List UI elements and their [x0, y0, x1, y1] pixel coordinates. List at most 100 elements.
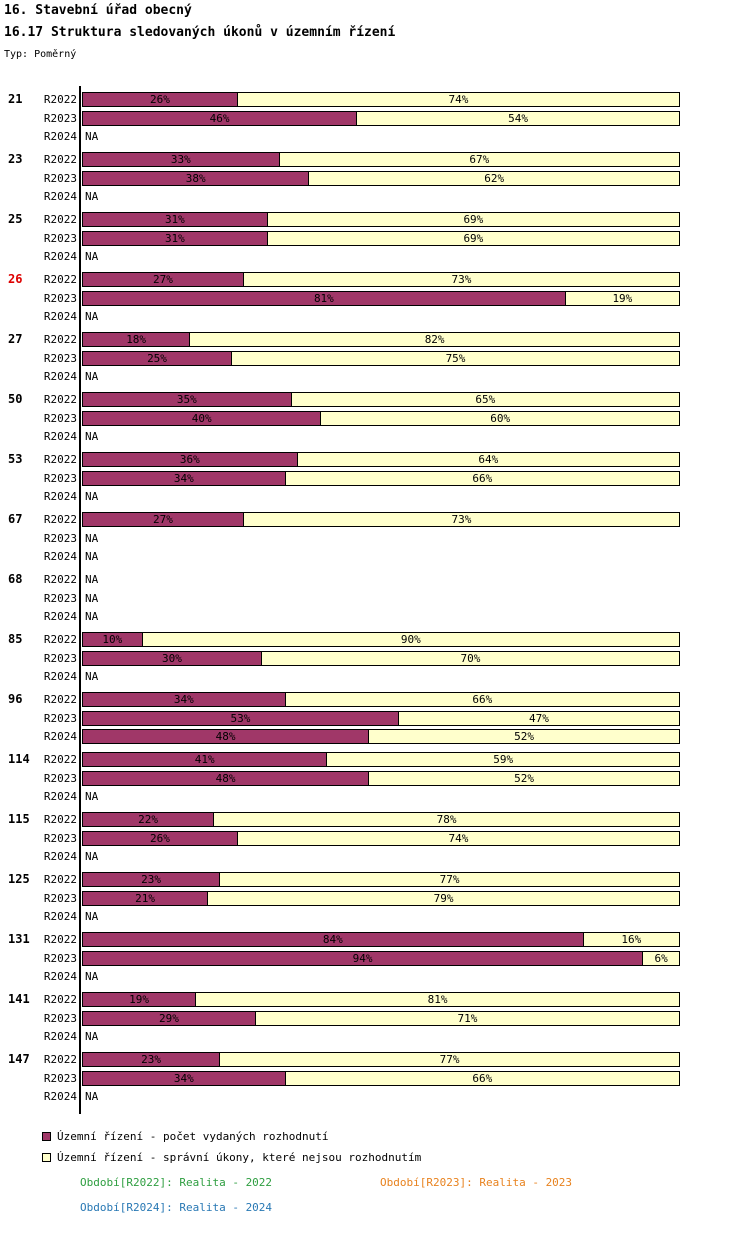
row-period-label: R2022	[43, 993, 77, 1006]
other-segment: 74%	[237, 832, 679, 845]
decisions-value-label: 48%	[215, 772, 236, 785]
report-title: 16. Stavební úřad obecný	[4, 3, 192, 18]
decisions-value-label: 33%	[170, 153, 191, 166]
decisions-value-label: 30%	[161, 652, 182, 665]
row-period-label: R2022	[43, 513, 77, 526]
decisions-value-label: 41%	[194, 753, 215, 766]
decisions-segment: 26%	[83, 832, 238, 845]
decisions-value-label: 35%	[176, 393, 197, 406]
other-segment: 47%	[398, 712, 679, 725]
period-caption: Období[R2022]: Realita - 2022	[80, 1176, 273, 1189]
row-period-label: R2023	[43, 1012, 77, 1025]
na-label: NA	[85, 592, 99, 605]
group-label: 50	[8, 392, 23, 406]
legend-item: Územní řízení - správní úkony, které nej…	[42, 1152, 421, 1163]
group-label: 21	[8, 92, 23, 106]
na-label: NA	[85, 573, 99, 586]
other-segment: 78%	[214, 813, 679, 826]
other-segment: 69%	[267, 213, 679, 226]
row-period-label: R2024	[43, 190, 77, 203]
row-period-label: R2022	[43, 453, 77, 466]
stacked-bar: 27% 73%	[82, 272, 680, 287]
row-period-label: R2024	[43, 370, 77, 383]
other-segment: 81%	[196, 993, 679, 1006]
decisions-segment: 27%	[83, 513, 244, 526]
other-segment: 73%	[243, 273, 679, 286]
decisions-segment: 53%	[83, 712, 399, 725]
other-value-label: 70%	[460, 652, 481, 665]
decisions-value-label: 48%	[215, 730, 236, 743]
group-label: 114	[8, 752, 30, 766]
group-label: 27	[8, 332, 23, 346]
other-value-label: 54%	[508, 112, 529, 125]
decisions-value-label: 84%	[322, 933, 343, 946]
decisions-segment: 36%	[83, 453, 298, 466]
stacked-bar: 27% 73%	[82, 512, 680, 527]
other-segment: 79%	[208, 892, 679, 905]
stacked-bar: 84% 16%	[82, 932, 680, 947]
decisions-segment: 26%	[83, 93, 238, 106]
stacked-bar: 46% 54%	[82, 111, 680, 126]
row-period-label: R2022	[43, 273, 77, 286]
chart-title: 16.17 Struktura sledovaných úkonů v územ…	[4, 25, 396, 40]
na-label: NA	[85, 610, 99, 623]
na-label: NA	[85, 130, 99, 143]
decisions-value-label: 31%	[164, 232, 185, 245]
other-segment: 74%	[237, 93, 679, 106]
stacked-bar: 21% 79%	[82, 891, 680, 906]
row-period-label: R2022	[43, 153, 77, 166]
other-value-label: 52%	[514, 772, 534, 785]
na-label: NA	[85, 490, 99, 503]
other-segment: 66%	[285, 472, 679, 485]
na-label: NA	[85, 970, 99, 983]
stacked-bar: 31% 69%	[82, 212, 680, 227]
other-value-label: 71%	[457, 1012, 478, 1025]
decisions-value-label: 26%	[150, 832, 170, 845]
decisions-segment: 19%	[83, 993, 197, 1006]
stacked-bar: 25% 75%	[82, 351, 680, 366]
row-period-label: R2024	[43, 610, 77, 623]
decisions-value-label: 40%	[191, 412, 212, 425]
na-label: NA	[85, 1090, 99, 1103]
row-period-label: R2023	[43, 532, 77, 545]
decisions-segment: 84%	[83, 933, 584, 946]
decisions-value-label: 21%	[135, 892, 156, 905]
other-value-label: 65%	[475, 393, 496, 406]
stacked-bar: 30% 70%	[82, 651, 680, 666]
decisions-segment: 38%	[83, 172, 310, 185]
stacked-bar: 48% 52%	[82, 729, 680, 744]
row-period-label: R2024	[43, 130, 77, 143]
row-period-label: R2022	[43, 813, 77, 826]
other-segment: 71%	[255, 1012, 679, 1025]
decisions-value-label: 25%	[147, 352, 167, 365]
stacked-bar: 18% 82%	[82, 332, 680, 347]
other-value-label: 69%	[463, 213, 484, 226]
other-segment: 16%	[583, 933, 679, 946]
row-period-label: R2023	[43, 952, 77, 965]
stacked-bar: 41% 59%	[82, 752, 680, 767]
row-period-label: R2023	[43, 892, 77, 905]
other-value-label: 66%	[472, 472, 493, 485]
stacked-bar: 19% 81%	[82, 992, 680, 1007]
legend-label: Územní řízení - počet vydaných rozhodnut…	[57, 1130, 329, 1143]
other-value-label: 69%	[463, 232, 484, 245]
row-period-label: R2024	[43, 430, 77, 443]
other-segment: 19%	[565, 292, 679, 305]
other-segment: 60%	[321, 412, 679, 425]
decisions-segment: 27%	[83, 273, 244, 286]
decisions-segment: 23%	[83, 873, 221, 886]
row-period-label: R2023	[43, 232, 77, 245]
na-label: NA	[85, 190, 99, 203]
other-value-label: 59%	[493, 753, 514, 766]
na-label: NA	[85, 250, 99, 263]
na-label: NA	[85, 1030, 99, 1043]
group-label: 23	[8, 152, 23, 166]
other-segment: 77%	[220, 873, 679, 886]
other-segment: 90%	[142, 633, 679, 646]
decisions-value-label: 22%	[138, 813, 158, 826]
decisions-segment: 23%	[83, 1053, 221, 1066]
row-period-label: R2024	[43, 790, 77, 803]
other-value-label: 64%	[478, 453, 499, 466]
decisions-segment: 31%	[83, 213, 268, 226]
other-segment: 73%	[243, 513, 679, 526]
